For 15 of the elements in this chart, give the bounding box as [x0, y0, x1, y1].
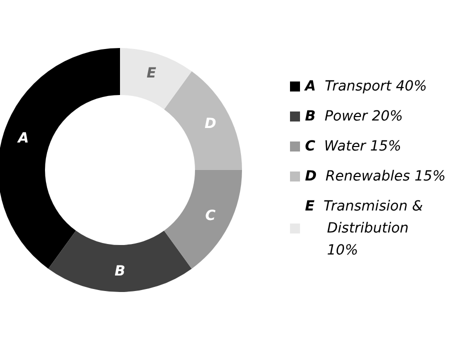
text: D: [305, 168, 317, 184]
text: B: [305, 108, 316, 124]
text: E: [305, 198, 315, 214]
legend-label: Water 15%: [324, 138, 402, 154]
data-label: C: [205, 208, 216, 224]
data-label: B: [114, 264, 126, 280]
text: A: [305, 78, 316, 94]
data-label: E: [146, 65, 157, 82]
data-label: D: [204, 116, 216, 132]
legend-label: Transmision & Distribution 10%: [323, 198, 424, 258]
legend-label: Transport 40%: [324, 78, 427, 94]
text: C: [305, 138, 316, 154]
legend-label: Renewables 15%: [326, 168, 446, 184]
data-label: A: [17, 130, 29, 147]
legend-label: Power 20%: [324, 108, 403, 124]
